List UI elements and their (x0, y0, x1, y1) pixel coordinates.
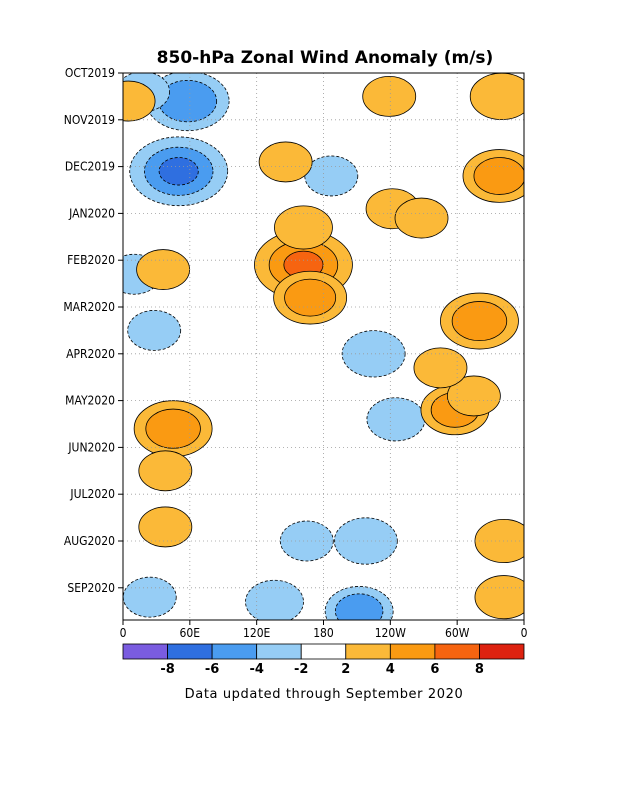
y-tick-label: JUL2020 (69, 487, 115, 501)
y-tick-label: OCT2019 (65, 66, 115, 80)
colorbar-label: 8 (475, 662, 484, 677)
anomaly-feature (462, 149, 524, 203)
anomaly-contour (446, 375, 501, 417)
anomaly-contour (138, 450, 193, 492)
anomaly-feature (273, 270, 348, 325)
anomaly-feature (279, 520, 334, 562)
anomaly-contour (279, 520, 334, 562)
anomaly-feature (127, 309, 182, 351)
anomaly-contour (284, 278, 337, 317)
anomaly-contour (258, 141, 313, 183)
colorbar-swatch (167, 643, 213, 660)
anomaly-feature (304, 155, 359, 197)
anomaly-contour (136, 249, 191, 290)
anomaly-feature (245, 579, 304, 620)
y-tick-label: JUN2020 (67, 440, 115, 454)
x-tick-label: 60W (445, 626, 470, 640)
colorbar-swatch (389, 643, 436, 660)
anomaly-feature (136, 249, 191, 290)
y-tick-label: DEC2019 (65, 160, 115, 174)
anomaly-contour (274, 205, 333, 250)
anomaly-contour (138, 506, 193, 548)
y-tick-label: AUG2020 (64, 534, 115, 548)
x-tick-label: 120E (243, 626, 271, 640)
data-update-note: Data updated through September 2020 (185, 687, 464, 702)
anomaly-feature (366, 397, 426, 442)
colorbar-swatch (479, 643, 525, 660)
colorbar-swatch (434, 643, 480, 660)
anomaly-contour (245, 579, 304, 620)
y-tick-label: FEB2020 (67, 253, 115, 267)
anomaly-contour (145, 408, 201, 449)
y-axis: OCT2019 NOV2019 DEC2019 JAN2020 FEB2020 MAR20… (63, 66, 123, 595)
anomaly-contour (413, 347, 468, 389)
x-axis: 0 60E 120E 180 120W 60W 0 (120, 620, 528, 640)
anomaly-contour (366, 397, 426, 442)
anomaly-contour (127, 309, 182, 351)
anomaly-feature (446, 375, 501, 417)
anomaly-feature (138, 450, 193, 492)
x-tick-label: 120W (375, 626, 407, 640)
grid-lines (123, 73, 524, 620)
anomaly-contour (334, 593, 384, 620)
colorbar-label: -4 (249, 662, 263, 677)
colorbar: -8 -6 -4 -2 2 4 6 8 (122, 643, 525, 677)
colorbar-label: 4 (386, 662, 395, 677)
anomaly-feature (413, 347, 468, 389)
x-tick-label: 180 (313, 626, 334, 640)
colorbar-swatch (256, 643, 302, 660)
anomaly-feature (274, 205, 333, 250)
colorbar-label: 6 (430, 662, 439, 677)
anomaly-feature (123, 576, 177, 618)
anomaly-feature (333, 517, 398, 565)
chart-title: 850-hPa Zonal Wind Anomaly (m/s) (157, 48, 494, 68)
anomaly-feature (394, 197, 449, 239)
anomaly-contour (158, 157, 199, 186)
colorbar-swatch (211, 643, 258, 660)
anomaly-contour (123, 80, 156, 122)
colorbar-label: -2 (294, 662, 308, 677)
y-tick-label: MAR2020 (63, 300, 115, 314)
anomaly-contour (362, 76, 417, 117)
anomaly-feature (474, 575, 524, 620)
anomaly-feature (440, 292, 519, 350)
y-tick-label: NOV2019 (64, 113, 115, 127)
anomaly-feature (362, 76, 417, 117)
anomaly-feature (133, 400, 213, 458)
anomaly-feature (129, 136, 229, 207)
y-tick-label: MAY2020 (65, 394, 115, 408)
anomaly-feature (258, 141, 313, 183)
colorbar-label: -6 (205, 662, 219, 677)
x-tick-label: 60E (180, 626, 201, 640)
anomaly-feature (324, 586, 394, 620)
colorbar-swatch (300, 643, 347, 660)
colorbar-swatch (122, 643, 168, 660)
y-tick-label: JAN2020 (68, 206, 115, 220)
plot-area (122, 72, 525, 621)
anomaly-feature (123, 80, 156, 122)
anomaly-contour (333, 517, 398, 565)
anomaly-field (123, 73, 524, 620)
colorbar-swatch (345, 643, 391, 660)
colorbar-label: -8 (160, 662, 174, 677)
anomaly-contour (158, 79, 218, 123)
anomaly-feature (341, 330, 406, 378)
anomaly-contour (451, 301, 508, 342)
anomaly-contour (394, 197, 449, 239)
y-tick-label: SEP2020 (67, 581, 115, 595)
anomaly-contour (473, 157, 524, 195)
anomaly-contour (123, 576, 177, 618)
anomaly-contour (304, 155, 359, 197)
x-tick-label: 0 (521, 626, 528, 640)
x-tick-label: 0 (120, 626, 127, 640)
anomaly-feature (138, 506, 193, 548)
y-tick-label: APR2020 (66, 347, 115, 361)
anomaly-contour (341, 330, 406, 378)
colorbar-label: 2 (341, 662, 350, 677)
anomaly-contour (474, 575, 524, 620)
